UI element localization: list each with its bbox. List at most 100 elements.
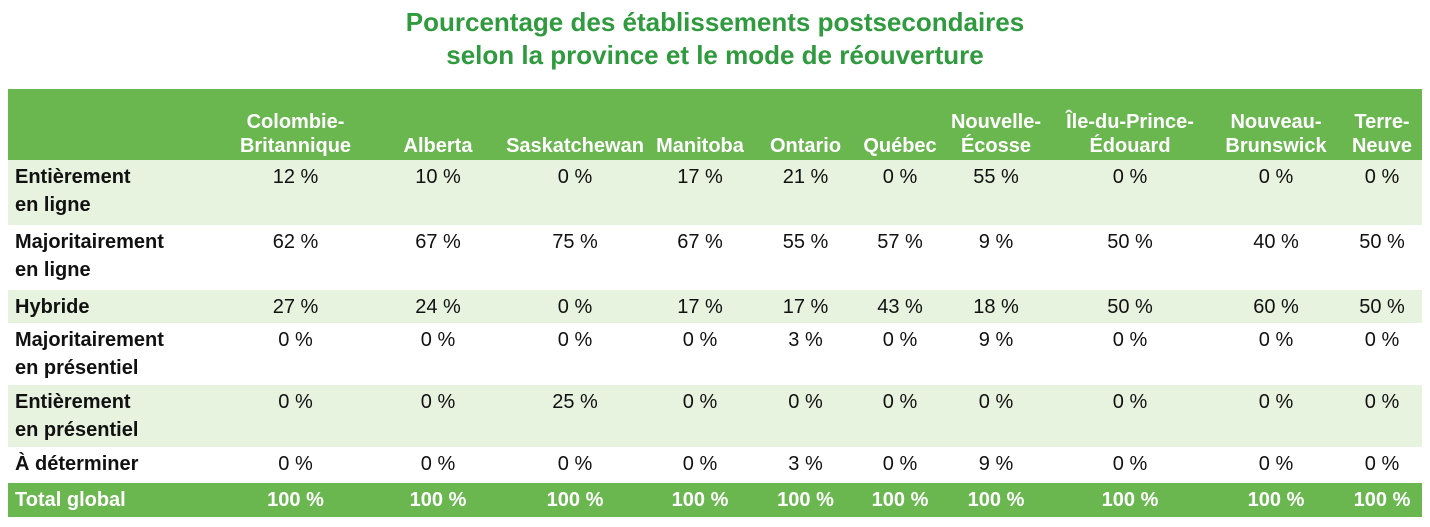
column-header: Saskatchewan (503, 89, 647, 160)
column-header-line: Ontario (769, 135, 842, 157)
table-cell: 57 % (858, 225, 942, 290)
table-cell: 100 % (218, 483, 373, 517)
row-label: À déterminer (8, 447, 218, 483)
row-label: Majoritairement en présentiel (8, 323, 218, 385)
table-cell: 0 % (1210, 160, 1342, 225)
row-label-line: Entièrement (15, 391, 131, 413)
table-cell: 9 % (942, 225, 1050, 290)
table-cell: 100 % (1342, 483, 1422, 517)
table-cell: 100 % (858, 483, 942, 517)
column-header: Québec (858, 89, 942, 160)
data-table: Colombie- Britannique Alberta Saskatchewan M… (8, 89, 1422, 517)
table-cell: 62 % (218, 225, 373, 290)
table-cell: 25 % (503, 385, 647, 447)
table-cell: 9 % (942, 323, 1050, 385)
table-cell: 50 % (1050, 290, 1210, 323)
table-cell: 18 % (942, 290, 1050, 323)
row-label: Hybride (8, 290, 218, 323)
column-header: Ontario (753, 89, 858, 160)
table-cell: 3 % (753, 447, 858, 483)
column-header-line: Britannique (239, 135, 352, 157)
table-cell: 43 % (858, 290, 942, 323)
table-cell: 100 % (373, 483, 503, 517)
table-body: Entièrement en ligne 12 % 10 % 0 % 17 % 21 % 0 … (8, 160, 1422, 517)
table-row: Majoritairement en ligne 62 % 67 % 75 % 67 % 5… (8, 225, 1422, 290)
total-row: Total global 100 % 100 % 100 % 100 % 100 % 100… (8, 483, 1422, 517)
table-row: Majoritairement en présentiel 0 % 0 % 0 % 0 %… (8, 323, 1422, 385)
table-cell: 0 % (373, 447, 503, 483)
table-cell: 0 % (1050, 160, 1210, 225)
row-label-line: en présentiel (15, 357, 139, 379)
table-cell: 0 % (647, 385, 753, 447)
column-header-line: Québec (863, 135, 937, 157)
row-label-line: Majoritairement (15, 329, 164, 351)
table-cell: 0 % (1050, 447, 1210, 483)
table-cell: 75 % (503, 225, 647, 290)
column-header: Terre- Neuve (1342, 89, 1422, 160)
table-cell: 0 % (1210, 447, 1342, 483)
table-cell: 17 % (647, 290, 753, 323)
table-cell: 100 % (1050, 483, 1210, 517)
table-cell: 50 % (1342, 225, 1422, 290)
table-cell: 0 % (858, 160, 942, 225)
table-cell: 17 % (647, 160, 753, 225)
column-header: Manitoba (647, 89, 753, 160)
table-cell: 0 % (503, 447, 647, 483)
table-cell: 0 % (373, 385, 503, 447)
table-cell: 60 % (1210, 290, 1342, 323)
table-cell: 0 % (503, 323, 647, 385)
table-row: Entièrement en ligne 12 % 10 % 0 % 17 % 21 % 0 … (8, 160, 1422, 225)
column-header-line: Neuve (1351, 135, 1413, 157)
column-header-line: Alberta (403, 135, 473, 157)
row-label-line: Entièrement (15, 166, 131, 188)
row-label: Total global (8, 483, 218, 517)
table-cell: 0 % (1210, 385, 1342, 447)
table-cell: 3 % (753, 323, 858, 385)
table-cell: 0 % (858, 323, 942, 385)
table-cell: 40 % (1210, 225, 1342, 290)
table-cell: 0 % (1342, 385, 1422, 447)
table-cell: 0 % (1342, 160, 1422, 225)
table-cell: 55 % (753, 225, 858, 290)
table-cell: 0 % (1050, 323, 1210, 385)
header-row: Colombie- Britannique Alberta Saskatchewan M… (8, 89, 1422, 160)
table-cell: 0 % (373, 323, 503, 385)
table-cell: 17 % (753, 290, 858, 323)
table-cell: 50 % (1050, 225, 1210, 290)
column-header-line: Colombie- (246, 111, 345, 133)
row-label-line: en présentiel (15, 419, 139, 441)
table-cell: 0 % (647, 447, 753, 483)
table-cell: 12 % (218, 160, 373, 225)
table-cell: 24 % (373, 290, 503, 323)
table-row: À déterminer 0 % 0 % 0 % 0 % 3 % 0 % 9 % 0 % 0 % 0… (8, 447, 1422, 483)
column-header: Alberta (373, 89, 503, 160)
table-cell: 0 % (858, 385, 942, 447)
table-cell: 0 % (1342, 447, 1422, 483)
table-cell: 0 % (218, 323, 373, 385)
table-cell: 100 % (1210, 483, 1342, 517)
table-cell: 0 % (1342, 323, 1422, 385)
row-label: Entièrement en ligne (8, 160, 218, 225)
row-label: Entièrement en présentiel (8, 385, 218, 447)
column-header-line: Brunswick (1225, 135, 1327, 157)
chart-title: Pourcentage des établissements postsecon… (0, 6, 1430, 72)
column-header-line: Écosse (960, 135, 1032, 157)
row-label: Majoritairement en ligne (8, 225, 218, 290)
row-label-line: en ligne (15, 194, 91, 216)
row-label-line: À déterminer (15, 453, 139, 475)
column-header-line: Île-du-Prince- (1066, 111, 1194, 133)
column-header: Nouvelle- Écosse (942, 89, 1050, 160)
row-label-line: Majoritairement (15, 231, 164, 253)
table-cell: 67 % (373, 225, 503, 290)
table-cell: 0 % (858, 447, 942, 483)
chart-title-line-2: selon la province et le mode de réouvert… (446, 40, 984, 70)
table-cell: 0 % (942, 385, 1050, 447)
row-label-line: Total global (15, 489, 126, 511)
table-cell: 100 % (753, 483, 858, 517)
table-cell: 100 % (647, 483, 753, 517)
row-label-line: Hybride (15, 296, 90, 318)
table-cell: 0 % (1210, 323, 1342, 385)
table-cell: 100 % (503, 483, 647, 517)
table-cell: 0 % (753, 385, 858, 447)
column-header-line: Nouveau- (1230, 111, 1322, 133)
